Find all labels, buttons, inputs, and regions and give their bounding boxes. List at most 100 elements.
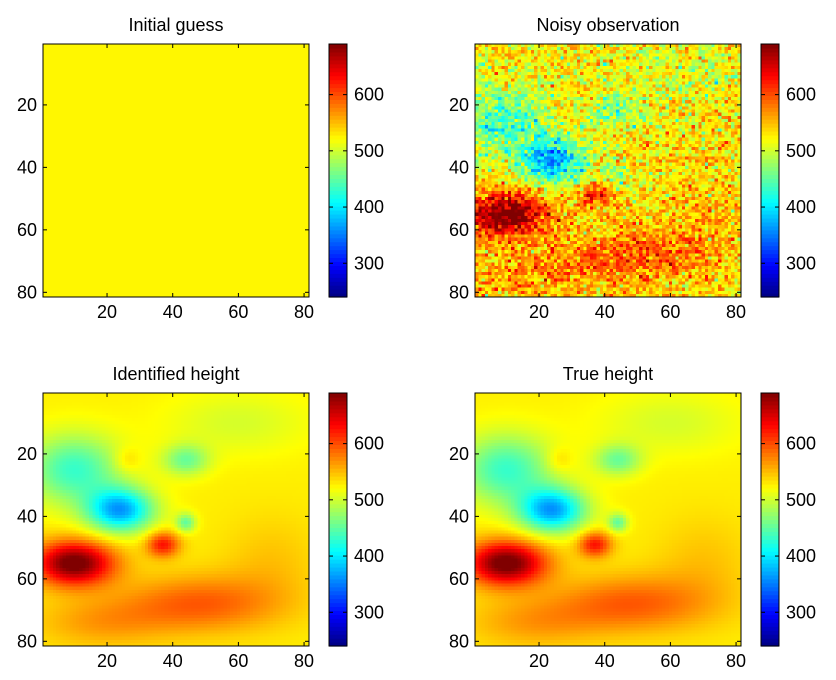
colorbar-swatch	[329, 261, 347, 266]
colorbar-swatch	[761, 396, 779, 402]
colorbar-swatch	[761, 178, 779, 183]
colorbar-swatch	[761, 229, 779, 235]
colorbar-swatch	[329, 562, 347, 568]
colorbar-swatch	[329, 483, 347, 489]
colorbar-swatch	[329, 420, 347, 426]
colorbar-swatch	[329, 622, 347, 627]
colorbar-swatch	[761, 638, 779, 643]
colorbar-swatch	[329, 634, 347, 639]
colorbar-swatch	[761, 217, 779, 223]
colorbar-swatch	[761, 150, 779, 156]
colorbar-swatch	[329, 499, 347, 505]
colorbar-swatch	[761, 130, 779, 136]
colorbar-swatch	[329, 95, 347, 100]
colorbar-swatch	[329, 225, 347, 231]
colorbar-swatch	[329, 598, 347, 604]
colorbar-swatch	[329, 582, 347, 588]
colorbar-swatch	[329, 198, 347, 203]
colorbar-swatch	[329, 217, 347, 223]
colorbar-swatch	[329, 281, 347, 286]
colorbar-swatch	[329, 91, 347, 96]
y-tick-label: 80	[17, 631, 37, 651]
colorbar-swatch	[761, 59, 779, 65]
colorbar-swatch	[761, 424, 779, 430]
colorbar-swatch	[761, 213, 779, 219]
colorbar-swatch	[761, 261, 779, 266]
colorbar-tick-label: 500	[786, 141, 816, 161]
colorbar-swatch	[761, 91, 779, 96]
colorbar-swatch	[329, 111, 347, 116]
colorbar-swatch	[329, 253, 347, 259]
colorbar-tick-label: 400	[354, 197, 384, 217]
colorbar-swatch	[761, 503, 779, 509]
y-tick-label: 80	[17, 282, 37, 302]
colorbar-swatch	[329, 642, 347, 647]
colorbar-swatch	[329, 134, 347, 140]
colorbar-swatch	[329, 221, 347, 227]
y-tick-label: 20	[449, 444, 469, 464]
colorbar-swatch	[329, 428, 347, 434]
colorbar-swatch	[761, 483, 779, 489]
colorbar-swatch	[329, 614, 347, 619]
colorbar-swatch	[761, 479, 779, 485]
colorbar-swatch	[761, 535, 779, 540]
colorbar-swatch	[329, 127, 347, 132]
colorbar-swatch	[329, 432, 347, 438]
y-tick-label: 80	[449, 282, 469, 302]
colorbar-swatch	[329, 87, 347, 93]
colorbar-swatch	[329, 44, 347, 49]
colorbar-swatch	[329, 495, 347, 501]
colorbar-swatch	[761, 574, 779, 580]
colorbar-swatch	[761, 499, 779, 505]
colorbar-swatch	[761, 265, 779, 270]
y-tick-label: 60	[17, 220, 37, 240]
colorbar-swatch	[329, 574, 347, 580]
colorbar-swatch	[761, 590, 779, 596]
colorbar-swatch	[329, 245, 347, 251]
colorbar-swatch	[761, 618, 779, 623]
colorbar-swatch	[761, 531, 779, 536]
colorbar-swatch	[329, 123, 347, 128]
colorbar-swatch	[761, 51, 779, 57]
colorbar-swatch	[329, 202, 347, 207]
colorbar-swatch	[761, 566, 779, 572]
colorbar-tick-label: 400	[786, 197, 816, 217]
colorbar-swatch	[329, 476, 347, 481]
colorbar-swatch	[761, 602, 779, 608]
colorbar-swatch	[761, 190, 779, 195]
colorbar-swatch	[329, 535, 347, 540]
colorbar-swatch	[329, 158, 347, 164]
colorbar-swatch	[329, 107, 347, 112]
colorbar-swatch	[761, 281, 779, 286]
colorbar-swatch	[761, 237, 779, 243]
colorbar-swatch	[329, 138, 347, 144]
colorbar-tick-label: 500	[786, 490, 816, 510]
colorbar-swatch	[329, 543, 347, 548]
colorbar-swatch	[761, 87, 779, 93]
y-tick-label: 60	[449, 220, 469, 240]
colorbar-swatch	[761, 245, 779, 251]
subplot-3: Identified height 20 40 60 80 20 40 60 80 300 400 5…	[17, 364, 384, 671]
colorbar-swatch	[761, 241, 779, 247]
colorbar-swatch	[329, 257, 347, 263]
colorbar-swatch	[761, 158, 779, 164]
colorbar-swatch	[329, 210, 347, 215]
colorbar-swatch	[329, 456, 347, 461]
colorbar-swatch	[761, 626, 779, 631]
colorbar-swatch	[761, 210, 779, 215]
colorbar-swatch	[329, 452, 347, 457]
colorbar-swatch	[329, 539, 347, 544]
colorbar-swatch	[329, 115, 347, 120]
heatmap-image	[43, 44, 309, 297]
colorbar-tick-label: 600	[786, 85, 816, 105]
colorbar-swatch	[329, 265, 347, 270]
colorbar-swatch	[329, 130, 347, 136]
colorbar-swatch	[329, 186, 347, 191]
colorbar-swatch	[761, 614, 779, 619]
colorbar-swatch	[761, 253, 779, 259]
colorbar-swatch	[761, 547, 779, 552]
colorbar-swatch	[329, 103, 347, 108]
colorbar-swatch	[761, 456, 779, 461]
colorbar-swatch	[329, 555, 347, 560]
colorbar-swatch	[761, 444, 779, 449]
